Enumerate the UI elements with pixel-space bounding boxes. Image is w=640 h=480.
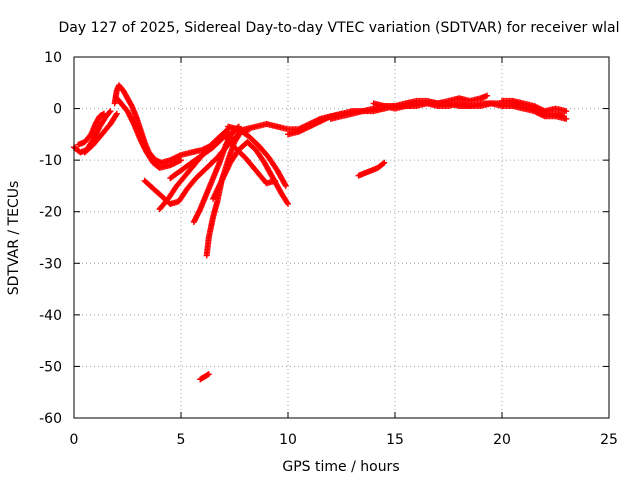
x-tick-label: 0 <box>70 432 79 448</box>
data-point <box>282 182 289 189</box>
x-tick-label: 25 <box>600 432 618 448</box>
data-point <box>100 110 107 117</box>
y-tick-label: -40 <box>39 308 62 324</box>
y-tick-label: -50 <box>39 359 62 375</box>
y-tick-label: -60 <box>39 411 62 427</box>
data-point <box>112 112 119 119</box>
data-point <box>178 157 184 164</box>
series-track-4 <box>111 82 217 166</box>
series-track-9 <box>190 123 242 226</box>
series-track-2 <box>75 110 107 148</box>
data-point <box>113 110 120 117</box>
x-tick-label: 20 <box>493 432 511 448</box>
chart-title: Day 127 of 2025, Sidereal Day-to-day VTE… <box>58 20 619 36</box>
y-tick-label: -20 <box>39 205 62 221</box>
y-axis-label: SDTVAR / TECUs <box>6 181 22 296</box>
data-marks <box>71 82 570 383</box>
series-track-13 <box>225 123 289 189</box>
series-track-19 <box>355 159 388 179</box>
axis-ticks: 0 5 10 15 20 25 -60 -50 -40 -30 -20 -10 0 10 <box>39 50 618 448</box>
data-point <box>285 200 291 207</box>
grid-lines <box>74 57 609 418</box>
x-axis-label: GPS time / hours <box>282 459 399 475</box>
y-tick-label: 10 <box>44 50 62 66</box>
data-point <box>381 159 388 166</box>
data-point <box>107 108 114 115</box>
data-point <box>563 115 570 122</box>
data-point <box>380 160 387 167</box>
x-tick-label: 10 <box>279 432 297 448</box>
series-track-16 <box>327 100 570 122</box>
x-tick-label: 5 <box>177 432 186 448</box>
y-tick-label: 0 <box>53 102 62 118</box>
data-point <box>282 181 289 188</box>
series-track-5 <box>113 95 184 171</box>
series-track-3 <box>81 110 120 156</box>
series-track-20 <box>197 371 212 383</box>
data-point <box>272 177 279 184</box>
y-tick-label: -30 <box>39 256 62 272</box>
plot-frame <box>73 56 610 419</box>
series-track-12 <box>220 131 279 187</box>
y-tick-label: -10 <box>39 153 62 169</box>
data-point <box>205 371 212 378</box>
data-point <box>224 127 231 134</box>
data-point <box>284 199 291 206</box>
data-point <box>563 108 570 115</box>
series-track-17 <box>370 92 491 109</box>
series-track-18 <box>499 97 570 115</box>
x-tick-label: 15 <box>386 432 404 448</box>
data-point <box>484 92 491 99</box>
series-track-11 <box>210 139 291 207</box>
data-point <box>106 109 113 116</box>
